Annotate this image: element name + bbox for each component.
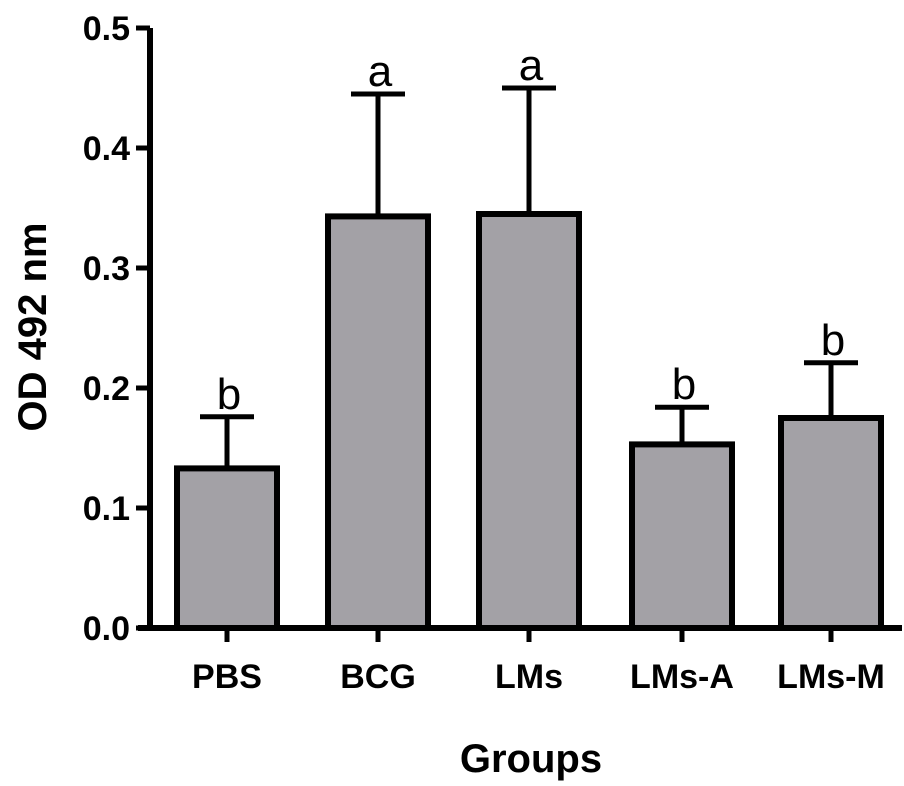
bar	[174, 465, 280, 631]
y-axis: 0.0 0.1 0.2 0.3 0.4 0.5	[83, 10, 153, 648]
bar	[476, 211, 582, 631]
y-tick-label: 0.1	[83, 490, 130, 528]
significance-letter: a	[519, 41, 544, 90]
significance-letter: a	[368, 47, 393, 96]
plot-area: b a a b b	[174, 41, 884, 631]
x-axis-title: Groups	[460, 737, 602, 781]
bar	[629, 441, 735, 631]
x-tick-label: LMs-A	[630, 658, 734, 696]
y-tick-label: 0.2	[83, 370, 130, 408]
x-tick-label: BCG	[340, 658, 416, 696]
significance-letter: b	[217, 370, 241, 419]
bar	[325, 213, 431, 631]
bar	[778, 415, 884, 631]
y-tick-label: 0.4	[83, 130, 130, 168]
x-tick-label: LMs	[495, 658, 563, 696]
y-tick-label: 0.5	[83, 10, 130, 48]
x-tick-label: LMs-M	[777, 658, 885, 696]
significance-letter: b	[672, 360, 696, 409]
y-tick-label: 0.3	[83, 250, 130, 288]
x-tick-label: PBS	[192, 658, 262, 696]
y-tick-label: 0.0	[83, 610, 130, 648]
x-axis: PBS BCG LMs LMs-A LMs-M	[138, 625, 902, 696]
significance-letter: b	[821, 316, 845, 365]
y-axis-title: OD 492 nm	[11, 223, 55, 432]
